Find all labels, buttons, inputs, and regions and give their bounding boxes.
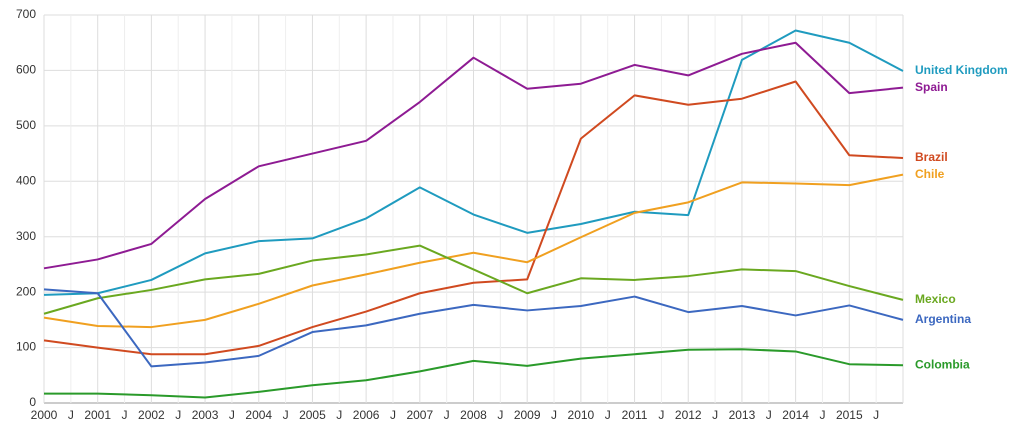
y-tick-label: 200 (16, 284, 36, 298)
series-label: Argentina (915, 312, 971, 326)
x-tick-label: J (605, 408, 611, 422)
x-tick-label: J (444, 408, 450, 422)
line (43, 244, 904, 315)
x-tick-label: 2014 (782, 408, 809, 422)
x-tick-label: J (122, 408, 128, 422)
x-tick-label: 2011 (622, 408, 648, 422)
series-label: Mexico (915, 292, 956, 306)
x-tick-label: 2012 (675, 408, 702, 422)
x-tick-label: J (283, 408, 289, 422)
line (43, 41, 904, 270)
y-tick-label: 400 (16, 173, 36, 187)
x-tick-label: 2003 (192, 408, 219, 422)
x-tick-label: J (873, 408, 879, 422)
x-tick-label: J (229, 408, 235, 422)
x-tick-label: 2006 (353, 408, 380, 422)
x-tick-label: 2010 (568, 408, 595, 422)
x-tick-label: 2001 (84, 408, 111, 422)
series-label: Brazil (915, 150, 948, 164)
y-tick-label: 600 (16, 63, 36, 77)
x-tick-label: 2005 (299, 408, 326, 422)
series-label: Colombia (915, 357, 970, 371)
x-tick-label: J (766, 408, 772, 422)
series-label: United Kingdom (915, 63, 1008, 77)
line (43, 288, 904, 368)
line (43, 173, 904, 329)
y-tick-label: 700 (16, 7, 36, 21)
y-tick-label: 500 (16, 118, 36, 132)
series-label: Chile (915, 167, 945, 181)
x-tick-label: J (497, 408, 503, 422)
x-tick-label: J (551, 408, 557, 422)
line (44, 348, 904, 399)
x-tick-label: 2000 (31, 408, 58, 422)
line (43, 80, 904, 356)
y-tick-label: 0 (29, 395, 36, 409)
y-tick-label: 100 (16, 340, 36, 354)
y-tick-label: 300 (16, 229, 36, 243)
x-tick-label: J (658, 408, 664, 422)
x-tick-label: 2007 (406, 408, 433, 422)
x-tick-label: J (712, 408, 718, 422)
x-tick-label: J (390, 408, 396, 422)
x-tick-label: J (336, 408, 342, 422)
x-tick-label: 2013 (729, 408, 756, 422)
x-tick-label: J (68, 408, 74, 422)
x-tick-label: J (175, 408, 181, 422)
x-tick-label: 2008 (460, 408, 487, 422)
x-tick-label: 2009 (514, 408, 541, 422)
x-tick-label: J (819, 408, 825, 422)
x-tick-label: 2002 (138, 408, 165, 422)
series-label: Spain (915, 80, 948, 94)
x-tick-label: 2004 (245, 408, 272, 422)
x-tick-label: 2015 (836, 408, 863, 422)
